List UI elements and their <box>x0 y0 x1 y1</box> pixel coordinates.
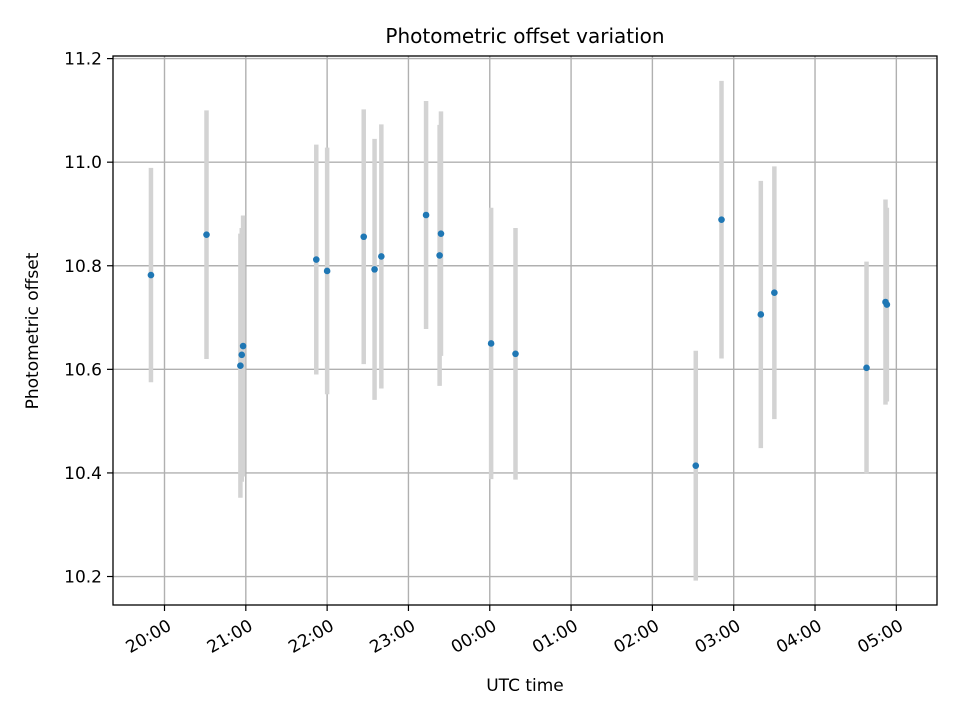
data-point <box>371 266 378 273</box>
y-tick-label: 10.4 <box>64 464 102 484</box>
data-point <box>147 271 155 279</box>
data-point <box>757 311 765 318</box>
data-point <box>436 252 443 259</box>
y-tick-label: 11.2 <box>64 50 102 70</box>
data-point <box>422 211 430 219</box>
y-tick-label: 11.0 <box>64 153 102 173</box>
y-tick-label: 10.6 <box>64 360 102 380</box>
data-point <box>487 340 495 347</box>
data-point <box>323 267 331 275</box>
y-axis-title: Photometric offset <box>23 252 43 409</box>
x-tick-label: 21:00 <box>204 616 256 658</box>
data-point <box>512 350 519 358</box>
data-point <box>312 256 320 263</box>
error-bars <box>148 80 890 581</box>
y-tick-label: 10.2 <box>64 568 102 588</box>
x-tick-label: 01:00 <box>529 616 581 658</box>
x-tick-label: 03:00 <box>692 616 744 658</box>
grid <box>113 56 937 605</box>
plot-frame <box>112 55 938 606</box>
data-point <box>239 342 247 350</box>
x-tick-label: 05:00 <box>854 616 906 658</box>
x-tick-label: 23:00 <box>367 616 419 658</box>
chart-title: Photometric offset variation <box>385 24 664 48</box>
x-tick-label: 04:00 <box>773 616 825 658</box>
data-point <box>692 462 700 469</box>
data-point <box>203 231 210 238</box>
x-tick-label: 22:00 <box>285 616 337 658</box>
x-tick-label: 20:00 <box>123 616 175 658</box>
data-point <box>238 351 246 359</box>
data-point <box>360 233 368 241</box>
x-tick-label: 02:00 <box>610 616 662 658</box>
data-point <box>718 216 725 223</box>
x-tick-label: 00:00 <box>448 616 500 658</box>
data-point <box>771 289 778 296</box>
y-tick-label: 10.8 <box>64 257 102 277</box>
data-point <box>863 364 870 372</box>
data-point <box>437 230 445 237</box>
x-axis-title: UTC time <box>486 676 564 696</box>
x-axis-ticks: 20:00 21:00 22:00 23:00 00:00 01:00 02:00 03:00… <box>123 605 907 658</box>
y-axis-ticks: 10.2 10.4 10.6 10.8 11.0 11.2 <box>64 50 113 588</box>
data-points <box>147 211 891 469</box>
data-point <box>883 301 891 308</box>
data-point <box>237 362 244 370</box>
data-point <box>378 253 385 260</box>
